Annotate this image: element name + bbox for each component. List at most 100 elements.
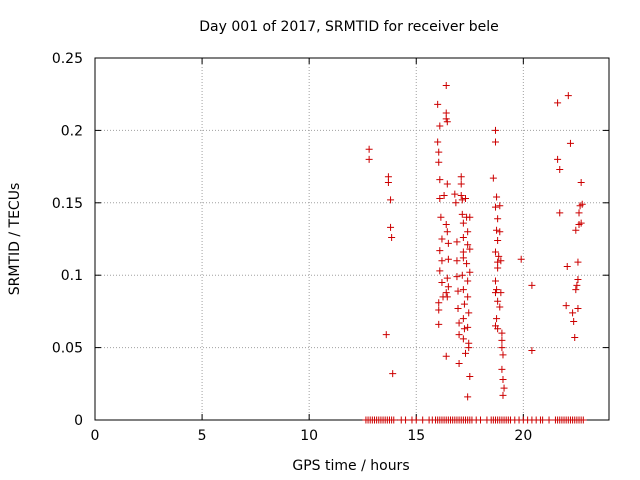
data-point — [564, 92, 572, 100]
data-point — [477, 416, 484, 424]
data-point — [491, 203, 499, 211]
data-point — [382, 331, 390, 339]
data-point — [452, 199, 460, 207]
data-point — [437, 213, 445, 221]
data-point — [443, 274, 451, 282]
data-point — [459, 219, 467, 227]
data-point — [453, 273, 461, 281]
data-point — [539, 416, 547, 424]
data-point — [458, 271, 466, 279]
data-point — [498, 336, 506, 344]
data-point — [574, 305, 582, 313]
data-point — [442, 221, 450, 229]
data-points — [362, 82, 587, 424]
chart-title: Day 001 of 2017, SRMTID for receiver bel… — [199, 19, 498, 35]
data-point — [442, 352, 450, 360]
data-point — [556, 209, 564, 217]
grid — [95, 58, 609, 420]
data-point — [388, 234, 396, 242]
data-point — [494, 325, 502, 333]
data-point — [454, 305, 462, 313]
data-point — [444, 239, 452, 247]
data-point — [455, 331, 463, 339]
data-point — [493, 286, 501, 294]
data-point — [443, 228, 451, 236]
data-point — [443, 180, 451, 188]
data-point — [572, 226, 580, 234]
data-point — [464, 228, 472, 236]
data-point — [387, 196, 395, 204]
data-point — [387, 223, 395, 231]
data-point — [464, 323, 472, 331]
data-point — [498, 344, 506, 352]
data-point — [453, 257, 461, 265]
data-point — [462, 349, 470, 357]
x-tick-label: 10 — [300, 428, 318, 444]
x-axis-label: GPS time / hours — [292, 458, 409, 474]
data-point — [438, 257, 446, 265]
data-point — [491, 277, 499, 285]
data-point — [464, 293, 472, 301]
data-point — [436, 267, 444, 275]
x-tick-label: 15 — [407, 428, 425, 444]
data-point — [579, 416, 587, 424]
data-point — [459, 286, 467, 294]
data-point — [494, 215, 502, 223]
data-point — [465, 309, 473, 317]
data-point — [444, 255, 452, 263]
data-point — [464, 393, 472, 401]
y-tick-label: 0.15 — [52, 196, 83, 212]
data-point — [498, 329, 506, 337]
data-point — [494, 264, 502, 272]
data-point — [402, 416, 410, 424]
data-point — [465, 344, 473, 352]
data-point — [458, 210, 466, 218]
y-tick-label: 0.1 — [61, 268, 83, 284]
data-point — [459, 335, 467, 343]
x-tick-label: 20 — [514, 428, 532, 444]
data-point — [434, 138, 442, 146]
data-point — [457, 173, 465, 181]
data-point — [458, 196, 466, 204]
data-point — [497, 257, 505, 265]
data-point — [451, 190, 459, 198]
data-point — [556, 165, 564, 173]
data-point — [460, 325, 468, 333]
data-point — [459, 254, 467, 262]
data-point — [440, 192, 448, 200]
data-point — [435, 299, 443, 307]
data-point — [574, 258, 582, 266]
data-point — [491, 126, 499, 134]
data-point — [412, 416, 420, 424]
data-point — [436, 176, 444, 184]
data-point — [528, 346, 536, 354]
data-point — [457, 192, 465, 200]
data-point — [454, 287, 462, 295]
data-point — [389, 370, 397, 378]
data-point — [494, 297, 502, 305]
data-point — [444, 283, 452, 291]
data-point — [489, 174, 497, 182]
data-point — [419, 416, 427, 424]
data-point — [443, 293, 451, 301]
data-point — [491, 138, 499, 146]
data-point — [571, 333, 579, 341]
data-point — [460, 300, 468, 308]
data-point — [578, 200, 586, 208]
data-point — [570, 318, 578, 326]
data-point — [365, 155, 373, 163]
data-point — [491, 248, 499, 256]
data-point — [457, 180, 465, 188]
data-point — [497, 289, 505, 297]
data-point — [493, 193, 501, 201]
data-point — [566, 139, 574, 147]
data-point — [499, 375, 507, 383]
data-point — [459, 234, 467, 242]
y-tick-label: 0.2 — [61, 123, 83, 139]
data-point — [462, 194, 470, 202]
data-point — [494, 236, 502, 244]
data-point — [438, 278, 446, 286]
data-point — [435, 148, 443, 156]
data-point — [435, 306, 443, 314]
